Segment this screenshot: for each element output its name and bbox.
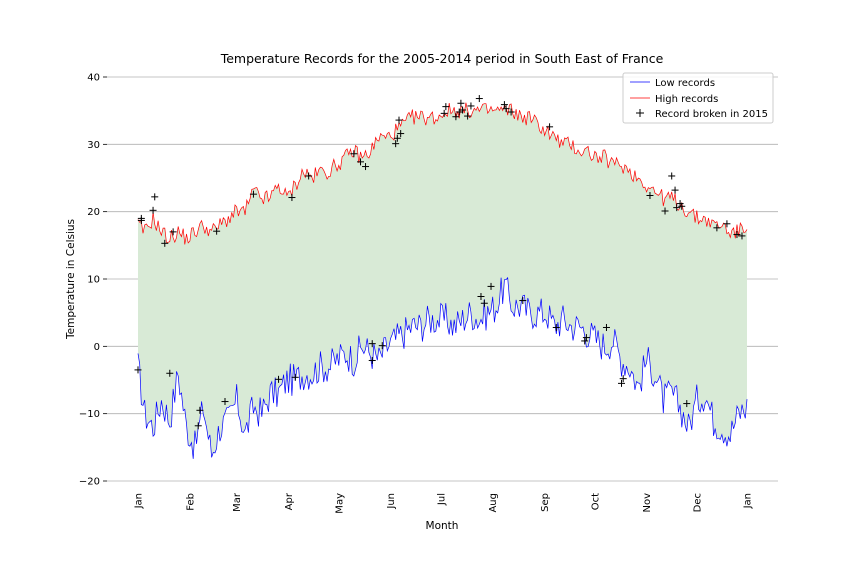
x-tick-label: Oct bbox=[590, 493, 601, 510]
x-tick-label: Sep bbox=[540, 493, 551, 512]
record-marker bbox=[475, 95, 483, 103]
record-marker bbox=[619, 375, 627, 383]
record-marker bbox=[149, 206, 157, 214]
x-tick-label: Feb bbox=[185, 493, 196, 511]
y-tick-label: 0 bbox=[94, 342, 100, 353]
record-marker bbox=[477, 293, 485, 301]
x-axis-label: Month bbox=[426, 520, 459, 532]
axes: −20 −10 0 10 20 30 40 Jan Feb Mar Apr May Jun Jul Aug S… bbox=[79, 73, 754, 514]
record-marker bbox=[671, 186, 679, 194]
record-marker bbox=[618, 379, 626, 387]
record-marker bbox=[196, 406, 204, 414]
record-marker bbox=[668, 172, 676, 180]
y-tick-label: 30 bbox=[87, 140, 100, 151]
high-records-line bbox=[137, 102, 748, 245]
record-marker bbox=[723, 220, 731, 228]
record-marker bbox=[137, 216, 145, 224]
record-marker bbox=[161, 239, 169, 247]
record-marker bbox=[357, 158, 365, 166]
fill-between-area bbox=[138, 102, 747, 459]
y-axis-label: Temperature in Celsius bbox=[65, 219, 77, 340]
record-marker bbox=[151, 193, 159, 201]
record-marker bbox=[378, 342, 386, 350]
record-marker bbox=[275, 375, 283, 383]
record-marker bbox=[738, 232, 746, 240]
y-tick-label: 20 bbox=[87, 207, 100, 218]
record-marker bbox=[134, 366, 142, 374]
record-marker bbox=[661, 207, 669, 215]
chart-title: Temperature Records for the 2005-2014 pe… bbox=[220, 51, 664, 66]
record-markers bbox=[134, 95, 746, 430]
x-tick-label: Apr bbox=[284, 492, 295, 510]
record-marker bbox=[646, 192, 654, 200]
record-marker bbox=[452, 113, 460, 121]
y-tick-label: −20 bbox=[79, 477, 100, 488]
x-tick-label: Mar bbox=[232, 492, 243, 512]
record-marker bbox=[166, 369, 174, 377]
record-marker bbox=[502, 105, 510, 113]
record-marker bbox=[395, 116, 403, 124]
record-marker bbox=[397, 130, 405, 138]
x-tick-label: Jan bbox=[743, 493, 754, 509]
record-marker bbox=[459, 106, 467, 114]
fill-between-path bbox=[138, 102, 747, 459]
record-marker bbox=[602, 323, 610, 331]
record-marker bbox=[713, 224, 721, 232]
x-tick-label: Aug bbox=[488, 493, 499, 513]
record-marker bbox=[507, 108, 515, 116]
x-tick-label: May bbox=[334, 493, 345, 514]
record-marker bbox=[305, 172, 313, 180]
record-marker bbox=[500, 101, 508, 109]
record-marker bbox=[519, 297, 527, 305]
record-marker bbox=[581, 337, 589, 345]
record-marker bbox=[733, 231, 741, 239]
record-marker bbox=[457, 99, 465, 107]
record-marker bbox=[249, 190, 257, 198]
x-tick-label: Jun bbox=[386, 493, 397, 510]
record-marker bbox=[288, 194, 296, 202]
record-marker bbox=[393, 134, 401, 142]
record-marker bbox=[678, 202, 686, 210]
legend-label-record: Record broken in 2015 bbox=[655, 109, 768, 120]
record-marker bbox=[213, 227, 221, 235]
record-marker bbox=[368, 356, 376, 364]
series-lines bbox=[137, 102, 748, 459]
record-marker bbox=[368, 340, 376, 348]
x-tick-label: Nov bbox=[642, 493, 653, 513]
record-marker bbox=[392, 140, 400, 148]
record-marker bbox=[362, 163, 370, 171]
legend-label-low: Low records bbox=[655, 78, 715, 89]
record-marker bbox=[683, 400, 691, 408]
legend: Low records High records Record broken i… bbox=[622, 72, 774, 124]
record-marker bbox=[194, 422, 202, 430]
record-marker bbox=[546, 123, 554, 131]
record-marker bbox=[169, 228, 177, 236]
y-tick-label: −10 bbox=[79, 409, 100, 420]
record-marker bbox=[291, 373, 299, 381]
record-marker bbox=[552, 323, 560, 331]
record-marker bbox=[440, 109, 448, 117]
record-marker bbox=[442, 103, 450, 111]
record-marker bbox=[221, 398, 229, 406]
record-marker bbox=[464, 112, 472, 120]
y-tick-label: 40 bbox=[87, 73, 100, 84]
legend-swatch-record bbox=[636, 109, 644, 117]
record-marker bbox=[480, 299, 488, 307]
x-tick-label: Dec bbox=[692, 493, 703, 512]
y-tick-label: 10 bbox=[87, 275, 100, 286]
record-marker bbox=[582, 334, 590, 342]
record-marker bbox=[673, 204, 681, 212]
low-records-line bbox=[137, 276, 748, 459]
record-marker bbox=[467, 102, 475, 110]
x-tick-label: Jul bbox=[436, 493, 447, 506]
legend-frame bbox=[622, 72, 774, 124]
legend-label-high: High records bbox=[655, 94, 718, 105]
record-marker bbox=[350, 150, 358, 158]
x-tick-label: Jan bbox=[134, 493, 145, 509]
record-marker bbox=[487, 282, 495, 290]
